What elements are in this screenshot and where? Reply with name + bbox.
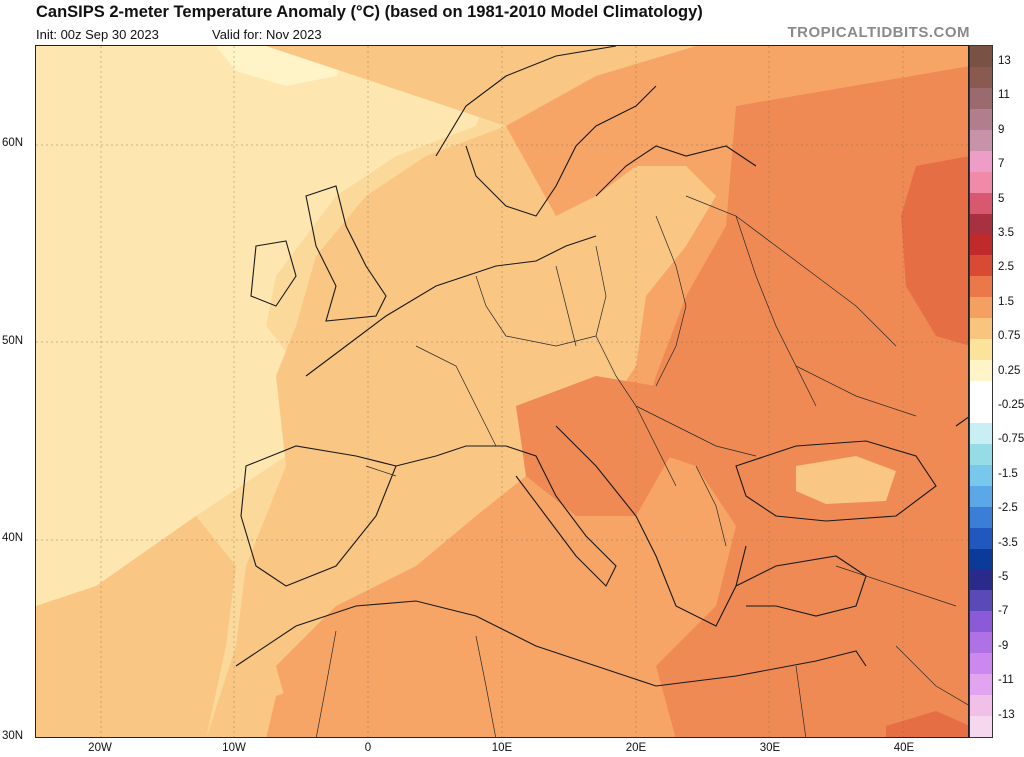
colorbar-label: 0.75 [998, 330, 1021, 343]
colorbar-segment [970, 548, 992, 570]
country-borders [316, 195, 968, 737]
anomaly-contour-east [636, 66, 968, 737]
header: CanSIPS 2-meter Temperature Anomaly (°C)… [0, 0, 1024, 44]
colorbar-segment [970, 485, 992, 508]
colorbar-segment [970, 171, 992, 194]
lon-label-40e: 40E [893, 742, 915, 754]
colorbar-segment [970, 150, 992, 173]
colorbar-segment [970, 66, 992, 89]
colorbar-segment [970, 213, 992, 235]
anomaly-hotspot-arabia [886, 711, 968, 737]
graticule [36, 46, 968, 737]
colorbar-label: -11 [998, 674, 1014, 687]
colorbar-label: -0.75 [998, 433, 1024, 446]
colorbar-segment [970, 360, 992, 382]
colorbar [969, 45, 993, 738]
colorbar-segment [970, 108, 992, 131]
lon-label-0: 0 [364, 742, 372, 754]
anomaly-africa-west [266, 676, 435, 737]
colorbar-label: -5 [998, 571, 1009, 583]
colorbar-segment [970, 401, 992, 424]
colorbar-segment [970, 506, 992, 529]
colorbar-segment [970, 234, 992, 256]
colorbar-label: 7 [998, 158, 1005, 171]
colorbar-segment [970, 590, 992, 612]
colorbar-segment [970, 87, 992, 110]
lon-label-20e: 20E [625, 742, 647, 754]
lat-label-40n: 40N [2, 532, 24, 544]
colorbar-segment [970, 46, 992, 68]
colorbar-segment [970, 674, 992, 696]
colorbar-segment [970, 695, 992, 717]
lon-label-30e: 30E [759, 742, 781, 754]
lon-label-20w: 20W [88, 742, 112, 754]
colorbar-label: 1.5 [998, 295, 1014, 308]
colorbar-segment [970, 192, 992, 214]
init-time: Init: 00z Sep 30 2023 [36, 27, 159, 42]
colorbar-label: 2.5 [998, 261, 1014, 274]
colorbar-segment [970, 569, 992, 591]
brand-watermark: TROPICALTIDBITS.COM [787, 24, 970, 41]
colorbar-label: 9 [998, 123, 1005, 136]
colorbar-segment [970, 339, 992, 361]
colorbar-segment [970, 632, 992, 654]
colorbar-label: -13 [998, 708, 1015, 721]
colorbar-label: -1.5 [998, 467, 1018, 480]
colorbar-label: -9 [998, 639, 1009, 652]
colorbar-segment [970, 422, 992, 445]
colorbar-segment [970, 381, 992, 403]
anomaly-hotspot-russia [901, 156, 968, 346]
colorbar-label: 13 [998, 55, 1011, 67]
colorbar-label: 3.5 [998, 227, 1014, 239]
lat-label-50n: 50N [2, 335, 24, 347]
colorbar-label: 0.25 [998, 364, 1021, 377]
colorbar-segment [970, 653, 992, 675]
anomaly-map [35, 45, 969, 738]
lat-label-60n: 60N [2, 137, 24, 149]
colorbar-segment [970, 464, 992, 487]
lat-label-30n: 30N [2, 730, 24, 742]
colorbar-label: 5 [998, 192, 1005, 205]
colorbar-segment [970, 129, 992, 152]
lon-label-10w: 10W [222, 742, 246, 754]
coastlines [235, 46, 968, 687]
colorbar-segment [970, 527, 992, 550]
anomaly-contour-southwest [36, 516, 236, 737]
colorbar-segment [970, 611, 992, 633]
map-canvas [36, 46, 968, 737]
colorbar-label: -7 [998, 605, 1009, 618]
colorbar-label: -0.25 [998, 399, 1024, 411]
valid-period: Valid for: Nov 2023 [212, 27, 322, 42]
colorbar-segment [970, 297, 992, 319]
colorbar-segment [970, 255, 992, 277]
colorbar-label: -2.5 [998, 502, 1018, 515]
anomaly-contour-low [36, 46, 506, 606]
colorbar-segment [970, 716, 992, 738]
black-sea-patch [796, 456, 896, 504]
colorbar-label: -3.5 [998, 536, 1018, 549]
colorbar-segment [970, 443, 992, 466]
colorbar-segment [970, 318, 992, 340]
colorbar-segment [970, 276, 992, 298]
map-title: CanSIPS 2-meter Temperature Anomaly (°C)… [36, 3, 703, 21]
lon-label-10e: 10E [491, 742, 513, 754]
colorbar-label: 11 [998, 89, 1010, 102]
